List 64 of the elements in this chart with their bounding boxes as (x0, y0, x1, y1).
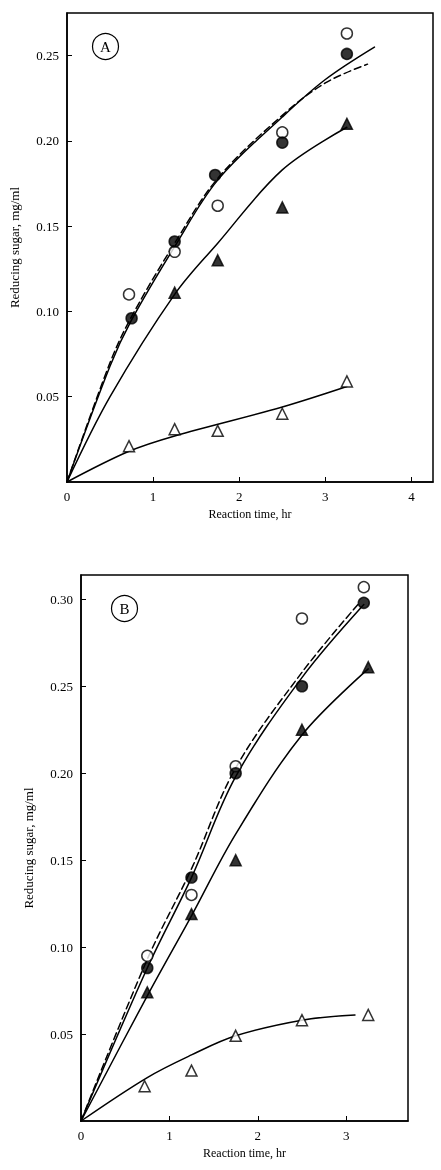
point (168, 235, 181, 248)
point (122, 288, 136, 301)
point (138, 1079, 151, 1093)
point (168, 286, 181, 299)
point (295, 680, 309, 693)
x-tick-label: 4 (408, 489, 416, 504)
x-tick-label: 1 (166, 1128, 173, 1143)
y-tick-label: 0.05 (50, 1026, 73, 1042)
point (185, 1064, 198, 1077)
point (295, 1013, 309, 1027)
y-axis-title: Reducing sugar, mg/ml (7, 186, 22, 309)
point (340, 375, 354, 388)
x-tick-label: 2 (235, 489, 243, 504)
point (276, 126, 289, 139)
point (185, 871, 198, 884)
x-tick-label: 0 (77, 1128, 85, 1143)
y-tick-label: 0.15 (50, 852, 73, 868)
x-tick-label: 3 (342, 1128, 350, 1143)
point (229, 766, 242, 780)
point (340, 117, 354, 131)
point (276, 407, 289, 421)
point (340, 47, 354, 61)
y-tick-label: 0.10 (50, 939, 73, 955)
y-tick-label: 0.05 (36, 389, 59, 405)
point (211, 254, 224, 267)
point (122, 439, 136, 453)
point (211, 424, 224, 438)
point (361, 1008, 375, 1022)
point (340, 27, 354, 40)
point (141, 949, 154, 963)
y-tick-label: 0.20 (50, 765, 73, 781)
y-tick-label: 0.15 (36, 218, 59, 234)
y-tick-label: 0.30 (50, 591, 73, 607)
point (295, 612, 309, 625)
point (295, 723, 309, 737)
point (208, 168, 222, 182)
point (276, 201, 289, 214)
point (141, 961, 154, 975)
x-axis-title: Reaction time, hr (208, 506, 292, 521)
point (211, 199, 224, 212)
point (229, 853, 242, 867)
y-tick-label: 0.25 (50, 678, 73, 694)
point (361, 660, 375, 674)
point (185, 888, 198, 902)
x-tick-label: 2 (254, 1128, 262, 1143)
point (276, 136, 289, 149)
point (229, 1029, 242, 1043)
point (141, 986, 154, 999)
annotation: A (100, 38, 112, 55)
point (357, 596, 371, 610)
x-tick-label: 0 (63, 489, 71, 504)
annotation: B (119, 600, 130, 617)
y-tick-label: 0.20 (36, 133, 59, 149)
point (168, 245, 181, 259)
y-tick-label: 0.25 (36, 48, 59, 64)
y-tick-label: 0.10 (36, 303, 59, 319)
point (125, 312, 138, 325)
point (357, 580, 371, 594)
point (185, 907, 198, 921)
point (168, 422, 181, 436)
x-axis-title: Reaction time, hr (203, 1145, 286, 1160)
x-tick-label: 3 (322, 489, 329, 504)
x-tick-label: 1 (149, 489, 157, 504)
y-axis-title: Reducing sugar, mg/ml (21, 787, 36, 909)
